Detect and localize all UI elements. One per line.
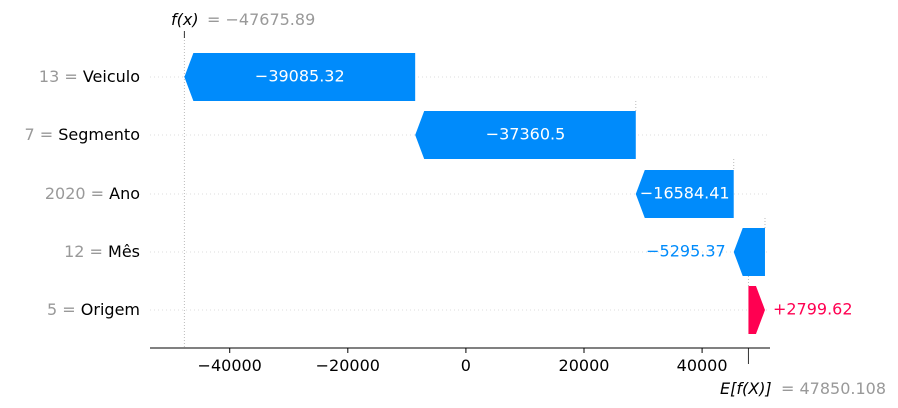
feature-name: Mês <box>108 242 140 261</box>
bar-ano <box>635 170 734 218</box>
x-axis: −40000 −20000 0 20000 40000 <box>150 347 770 375</box>
fx-annotation: f(x) = −47675.89 <box>171 10 315 29</box>
feature-label-segmento: 7 = Segmento <box>24 125 140 144</box>
feature-label-ano: 2020 = Ano <box>45 184 140 203</box>
x-tick-label-4: 40000 <box>677 356 728 375</box>
bar-label-mês: −5295.37 <box>646 242 726 261</box>
feature-label-veiculo: 13 = Veiculo <box>39 67 140 86</box>
feature-value: 7 = <box>24 125 58 144</box>
x-tick-label-0: −40000 <box>198 356 262 375</box>
efx-annotation: E[f(X)] = 47850.108 <box>720 379 886 398</box>
feature-name: Ano <box>109 184 140 203</box>
fx-value: = −47675.89 <box>207 10 315 29</box>
x-tick-label-2: 0 <box>461 356 471 375</box>
feature-value: 5 = <box>47 300 81 319</box>
feature-name: Segmento <box>58 125 140 144</box>
x-tick-label-1: −20000 <box>316 356 380 375</box>
x-tick-label-3: 20000 <box>559 356 610 375</box>
efx-value: = 47850.108 <box>781 379 886 398</box>
bar-veiculo <box>184 53 416 101</box>
feature-value: 13 = <box>39 67 83 86</box>
guide-lines <box>183 31 766 364</box>
bar-mês <box>733 228 765 276</box>
feature-name: Origem <box>81 300 140 319</box>
bar-segmento <box>415 111 636 159</box>
feature-value: 2020 = <box>45 184 109 203</box>
bar-label-ano: −16584.41 <box>640 184 730 203</box>
feature-value: 12 = <box>64 242 108 261</box>
bar-origem <box>748 286 765 334</box>
bar-label-veiculo: −39085.32 <box>255 67 345 86</box>
fx-label: f(x) <box>171 10 199 29</box>
efx-label: E[f(X)] <box>720 379 772 398</box>
bars <box>184 53 765 334</box>
bar-label-segmento: −37360.5 <box>486 125 566 144</box>
feature-labels: 13 = Veiculo 7 = Segmento 2020 = Ano 12 = M… <box>24 67 140 319</box>
feature-name: Veiculo <box>83 67 140 86</box>
feature-label-origem: 5 = Origem <box>47 300 140 319</box>
bar-labels: −39085.32 −37360.5 −16584.41 −5295.37 +2799.… <box>255 67 853 319</box>
feature-label-mês: 12 = Mês <box>64 242 140 261</box>
bar-label-origem: +2799.62 <box>773 300 853 319</box>
